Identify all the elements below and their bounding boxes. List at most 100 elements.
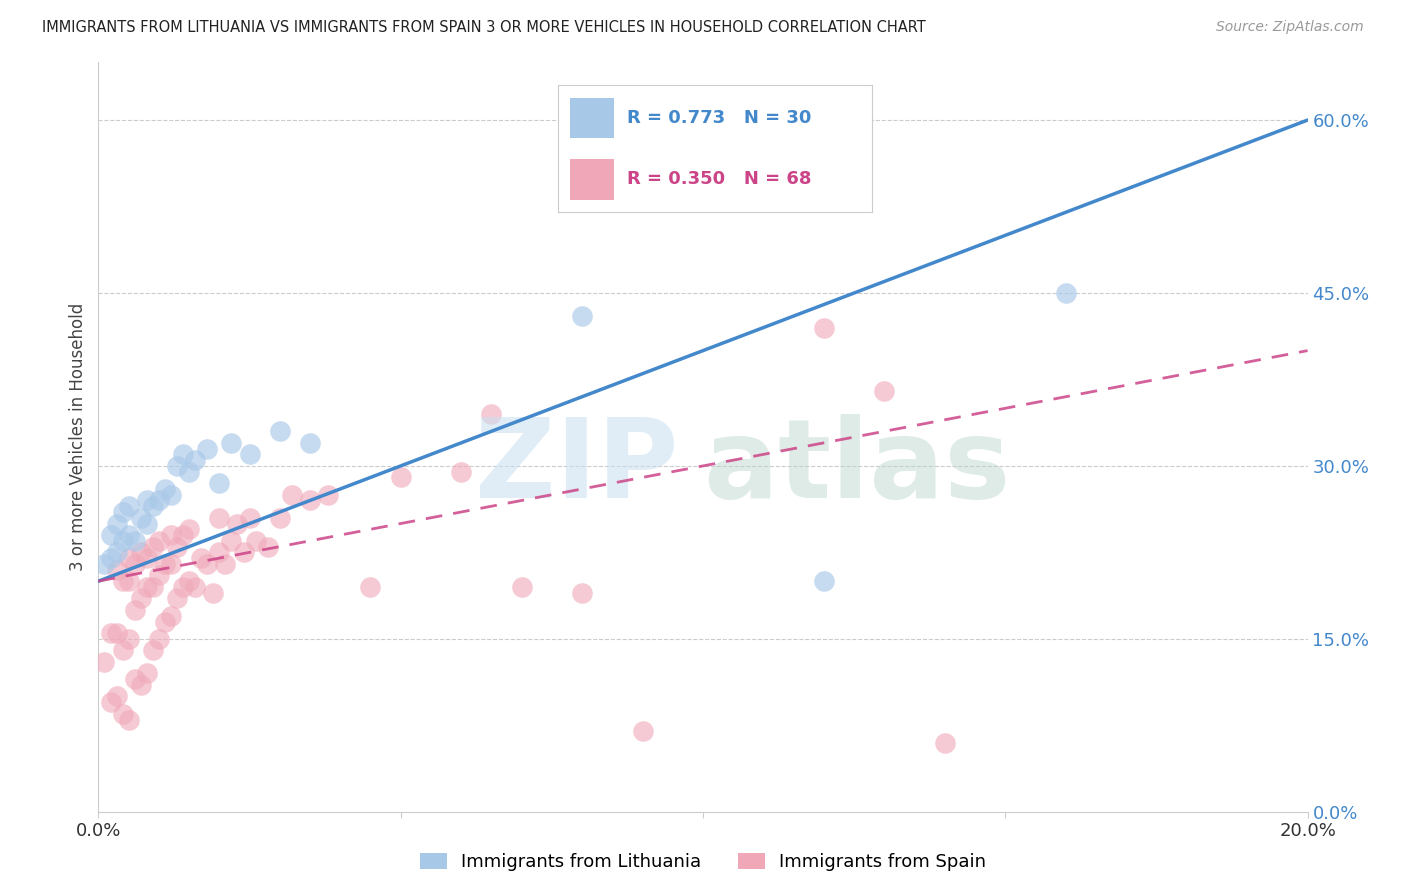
Point [813,574,835,589]
Point [153,615,176,629]
Point [934,735,956,749]
Point [111,505,134,519]
Point [135,493,157,508]
Point [93,557,115,571]
Point [118,713,141,727]
Point [813,320,835,334]
Point [118,574,141,589]
Point [105,690,128,704]
Point [571,309,593,323]
Point [179,574,201,589]
Point [118,632,141,646]
Point [1054,285,1077,300]
Legend: Immigrants from Lithuania, Immigrants from Spain: Immigrants from Lithuania, Immigrants fr… [412,846,994,879]
Y-axis label: 3 or more Vehicles in Household: 3 or more Vehicles in Household [69,303,87,571]
Point [111,533,134,548]
Point [105,563,128,577]
Point [510,580,533,594]
Point [153,482,176,496]
Point [135,666,157,681]
Point [142,643,165,657]
Point [142,580,165,594]
Point [105,626,128,640]
Point [316,488,339,502]
Point [118,551,141,566]
Text: IMMIGRANTS FROM LITHUANIA VS IMMIGRANTS FROM SPAIN 3 OR MORE VEHICLES IN HOUSEHO: IMMIGRANTS FROM LITHUANIA VS IMMIGRANTS … [42,20,927,35]
Point [118,500,141,514]
Point [179,522,201,536]
Point [111,574,134,589]
Point [190,551,212,566]
Point [360,580,382,594]
Point [214,557,236,571]
Point [208,545,231,559]
Point [160,488,183,502]
Point [571,585,593,599]
Point [148,533,170,548]
Point [142,500,165,514]
Point [124,672,146,686]
Point [124,603,146,617]
Point [179,465,201,479]
Point [129,510,152,524]
Point [256,540,278,554]
Point [135,551,157,566]
Point [100,695,122,709]
Point [93,655,115,669]
Point [142,540,165,554]
Point [148,493,170,508]
Point [221,533,243,548]
Point [148,632,170,646]
Point [135,516,157,531]
Point [245,533,267,548]
Point [184,453,207,467]
Point [631,724,654,739]
Text: Source: ZipAtlas.com: Source: ZipAtlas.com [1216,20,1364,34]
Point [172,447,194,461]
Point [172,580,194,594]
Point [281,488,304,502]
Point [129,591,152,606]
Point [100,528,122,542]
Point [160,608,183,623]
Point [160,557,183,571]
Point [172,528,194,542]
Point [124,533,146,548]
Point [202,585,225,599]
Point [111,706,134,721]
Text: atlas: atlas [703,414,1011,521]
Point [100,626,122,640]
Point [166,591,188,606]
Point [124,557,146,571]
Point [105,516,128,531]
Point [389,470,412,484]
Point [148,568,170,582]
Point [129,545,152,559]
Point [232,545,254,559]
Point [135,580,157,594]
Point [692,194,714,208]
Point [269,425,291,439]
Point [166,540,188,554]
Point [299,493,322,508]
Point [239,447,262,461]
Point [226,516,249,531]
Point [129,678,152,692]
Point [111,643,134,657]
Point [184,580,207,594]
Point [195,557,218,571]
Point [153,557,176,571]
Text: ZIP: ZIP [475,414,679,521]
Point [105,545,128,559]
Point [239,510,262,524]
Point [873,384,896,398]
Point [450,465,472,479]
Point [195,442,218,456]
Point [166,458,188,473]
Point [269,510,291,524]
Point [208,476,231,491]
Point [752,177,775,191]
Point [208,510,231,524]
Point [118,528,141,542]
Point [221,435,243,450]
